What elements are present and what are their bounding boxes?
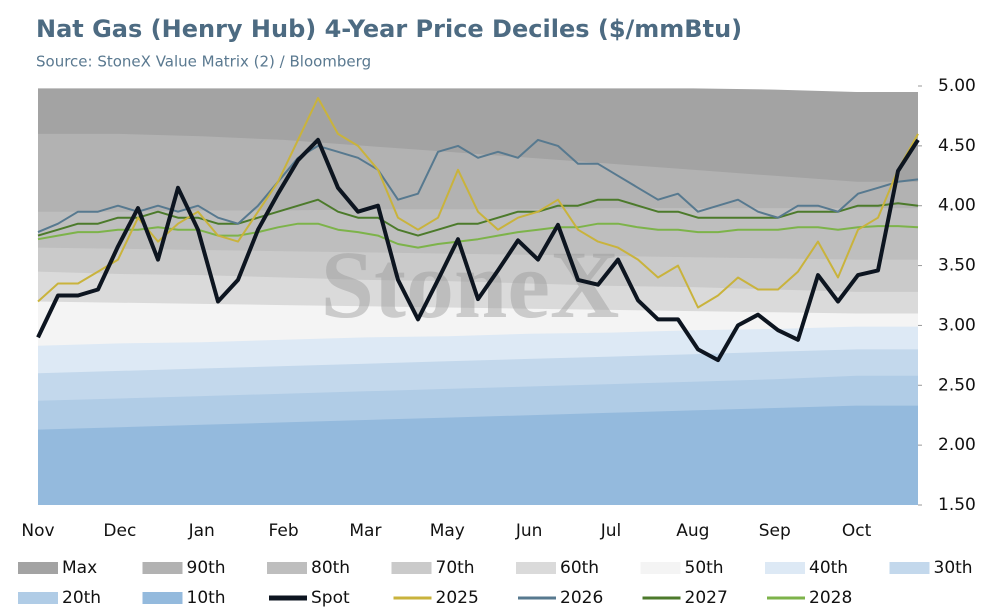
- legend-label: 2027: [685, 588, 728, 608]
- y-tick-label: 3.50: [938, 256, 976, 276]
- legend-label: 50th: [685, 558, 724, 578]
- legend-label: 2028: [809, 588, 852, 608]
- legend-label: 40th: [809, 558, 848, 578]
- y-tick-label: 4.50: [938, 136, 976, 156]
- legend-swatch: [640, 562, 681, 574]
- legend-swatch: [142, 562, 183, 574]
- x-tick-label: Jul: [600, 521, 622, 541]
- y-tick-label: 2.50: [938, 375, 976, 395]
- legend-label: 80th: [311, 558, 350, 578]
- legend-swatch: [765, 562, 805, 574]
- series-line: [37, 222, 919, 249]
- decile-band: [38, 405, 918, 505]
- series-line: [37, 97, 919, 309]
- legend-swatch: [267, 562, 307, 574]
- x-tick-label: Nov: [21, 521, 54, 541]
- x-tick-label: Sep: [759, 521, 791, 541]
- x-tick-label: Jan: [188, 521, 215, 541]
- legend-label: 30th: [934, 558, 973, 578]
- legend-label: Spot: [311, 588, 350, 608]
- legend-swatch: [142, 592, 183, 604]
- legend-label: 70th: [436, 558, 475, 578]
- x-tick-label: Feb: [269, 521, 299, 541]
- legend-label: 90th: [187, 558, 226, 578]
- x-tick-label: Mar: [349, 521, 381, 541]
- chart-title: Nat Gas (Henry Hub) 4-Year Price Deciles…: [36, 15, 742, 43]
- y-tick-label: 5.00: [938, 76, 976, 96]
- legend-swatch: [18, 562, 58, 574]
- legend-label: 2026: [560, 588, 603, 608]
- x-tick-label: May: [430, 521, 465, 541]
- legend-label: 60th: [560, 558, 599, 578]
- series-line: [37, 138, 919, 234]
- y-tick-label: 2.00: [938, 435, 976, 455]
- y-tick-label: 4.00: [938, 196, 976, 216]
- chart-subtitle: Source: StoneX Value Matrix (2) / Bloomb…: [36, 53, 371, 71]
- legend-swatch: [889, 562, 930, 574]
- legend-label: 10th: [187, 588, 226, 608]
- legend-label: 20th: [62, 588, 101, 608]
- series-line: [36, 137, 920, 363]
- y-tick-label: 1.50: [938, 495, 976, 515]
- legend-swatch: [516, 562, 556, 574]
- legend-swatch: [391, 562, 432, 574]
- legend-label: Max: [62, 558, 97, 578]
- watermark: StoneX: [321, 231, 620, 338]
- legend-label: 2025: [436, 588, 479, 608]
- series-line: [37, 198, 919, 237]
- legend-swatch: [18, 592, 58, 604]
- y-tick-label: 3.00: [938, 315, 976, 335]
- x-tick-label: Jun: [515, 521, 543, 541]
- x-tick-label: Aug: [676, 521, 709, 541]
- x-tick-label: Oct: [842, 521, 872, 541]
- x-tick-label: Dec: [103, 521, 136, 541]
